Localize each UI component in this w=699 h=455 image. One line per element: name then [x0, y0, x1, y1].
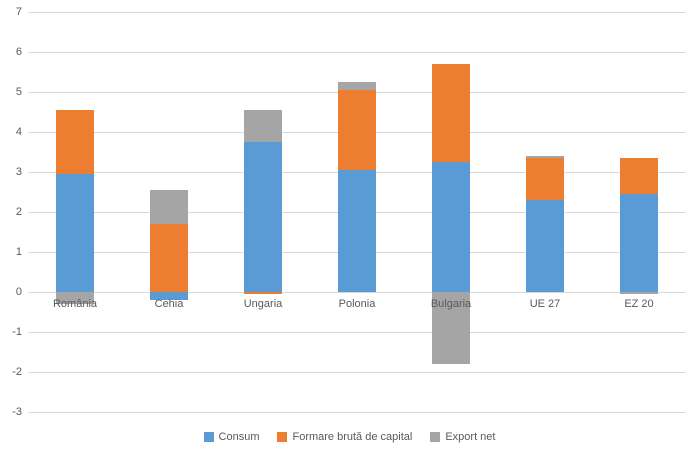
- bar-segment-formare-ez-20: [620, 158, 658, 194]
- legend-label: Formare brută de capital: [292, 431, 413, 443]
- x-category-label: România: [52, 298, 98, 310]
- gridline: [28, 292, 686, 293]
- legend-color-swatch-icon: [277, 432, 288, 442]
- y-tick-label: -1: [12, 326, 22, 338]
- y-tick-label: 0: [15, 286, 22, 298]
- bar-segment-formare-românia: [56, 110, 94, 174]
- x-category-label: Bulgaria: [430, 298, 472, 310]
- x-category-label: UE 27: [529, 298, 561, 310]
- legend-item: Consum: [203, 431, 260, 443]
- bar-segment-consum-ungaria: [244, 142, 282, 292]
- bar-segment-export-ue-27: [526, 156, 564, 158]
- bar-segment-formare-bulgaria: [432, 64, 470, 162]
- y-tick-label: 7: [15, 6, 22, 18]
- legend-label: Consum: [218, 431, 260, 443]
- y-tick-label: -3: [12, 406, 22, 418]
- bar-segment-export-ungaria: [244, 110, 282, 142]
- legend-color-swatch-icon: [430, 432, 441, 442]
- bar-segment-formare-ue-27: [526, 158, 564, 200]
- bar-segment-export-polonia: [338, 82, 376, 90]
- gridline: [28, 412, 686, 413]
- x-category-label: Polonia: [338, 298, 376, 310]
- legend-item: Formare brută de capital: [277, 431, 412, 443]
- bar-segment-formare-polonia: [338, 90, 376, 170]
- bar-segment-formare-cehia: [150, 224, 188, 292]
- gridline: [28, 12, 686, 13]
- y-tick-label: 5: [15, 86, 22, 98]
- bar-segment-export-bulgaria: [432, 292, 470, 364]
- gridline: [28, 52, 686, 53]
- y-tick-label: 2: [15, 206, 22, 218]
- bar-segment-export-ez-20: [620, 292, 658, 294]
- y-tick-label: 3: [15, 166, 22, 178]
- x-category-label: Cehia: [154, 298, 184, 310]
- x-category-label: Ungaria: [243, 298, 283, 310]
- legend-color-swatch-icon: [203, 432, 214, 442]
- bar-segment-consum-ue-27: [526, 200, 564, 292]
- bar-segment-formare-ungaria: [244, 292, 282, 294]
- legend: Consum Formare brută de capital Export net: [0, 429, 699, 445]
- x-category-label: EZ 20: [624, 298, 654, 310]
- bar-segment-export-cehia: [150, 190, 188, 224]
- y-tick-label: 1: [15, 246, 22, 258]
- legend-item: Export net: [430, 431, 495, 443]
- y-tick-label: 6: [15, 46, 22, 58]
- bar-segment-export-românia: [56, 292, 94, 304]
- y-tick-label: 4: [15, 126, 22, 138]
- bar-segment-consum-ez-20: [620, 194, 658, 292]
- bar-segment-consum-polonia: [338, 170, 376, 292]
- bar-segment-consum-bulgaria: [432, 162, 470, 292]
- bar-segment-consum-românia: [56, 174, 94, 292]
- gridline: [28, 332, 686, 333]
- gridline: [28, 372, 686, 373]
- y-tick-label: -2: [12, 366, 22, 378]
- bar-segment-consum-cehia: [150, 292, 188, 300]
- legend-label: Export net: [445, 431, 496, 443]
